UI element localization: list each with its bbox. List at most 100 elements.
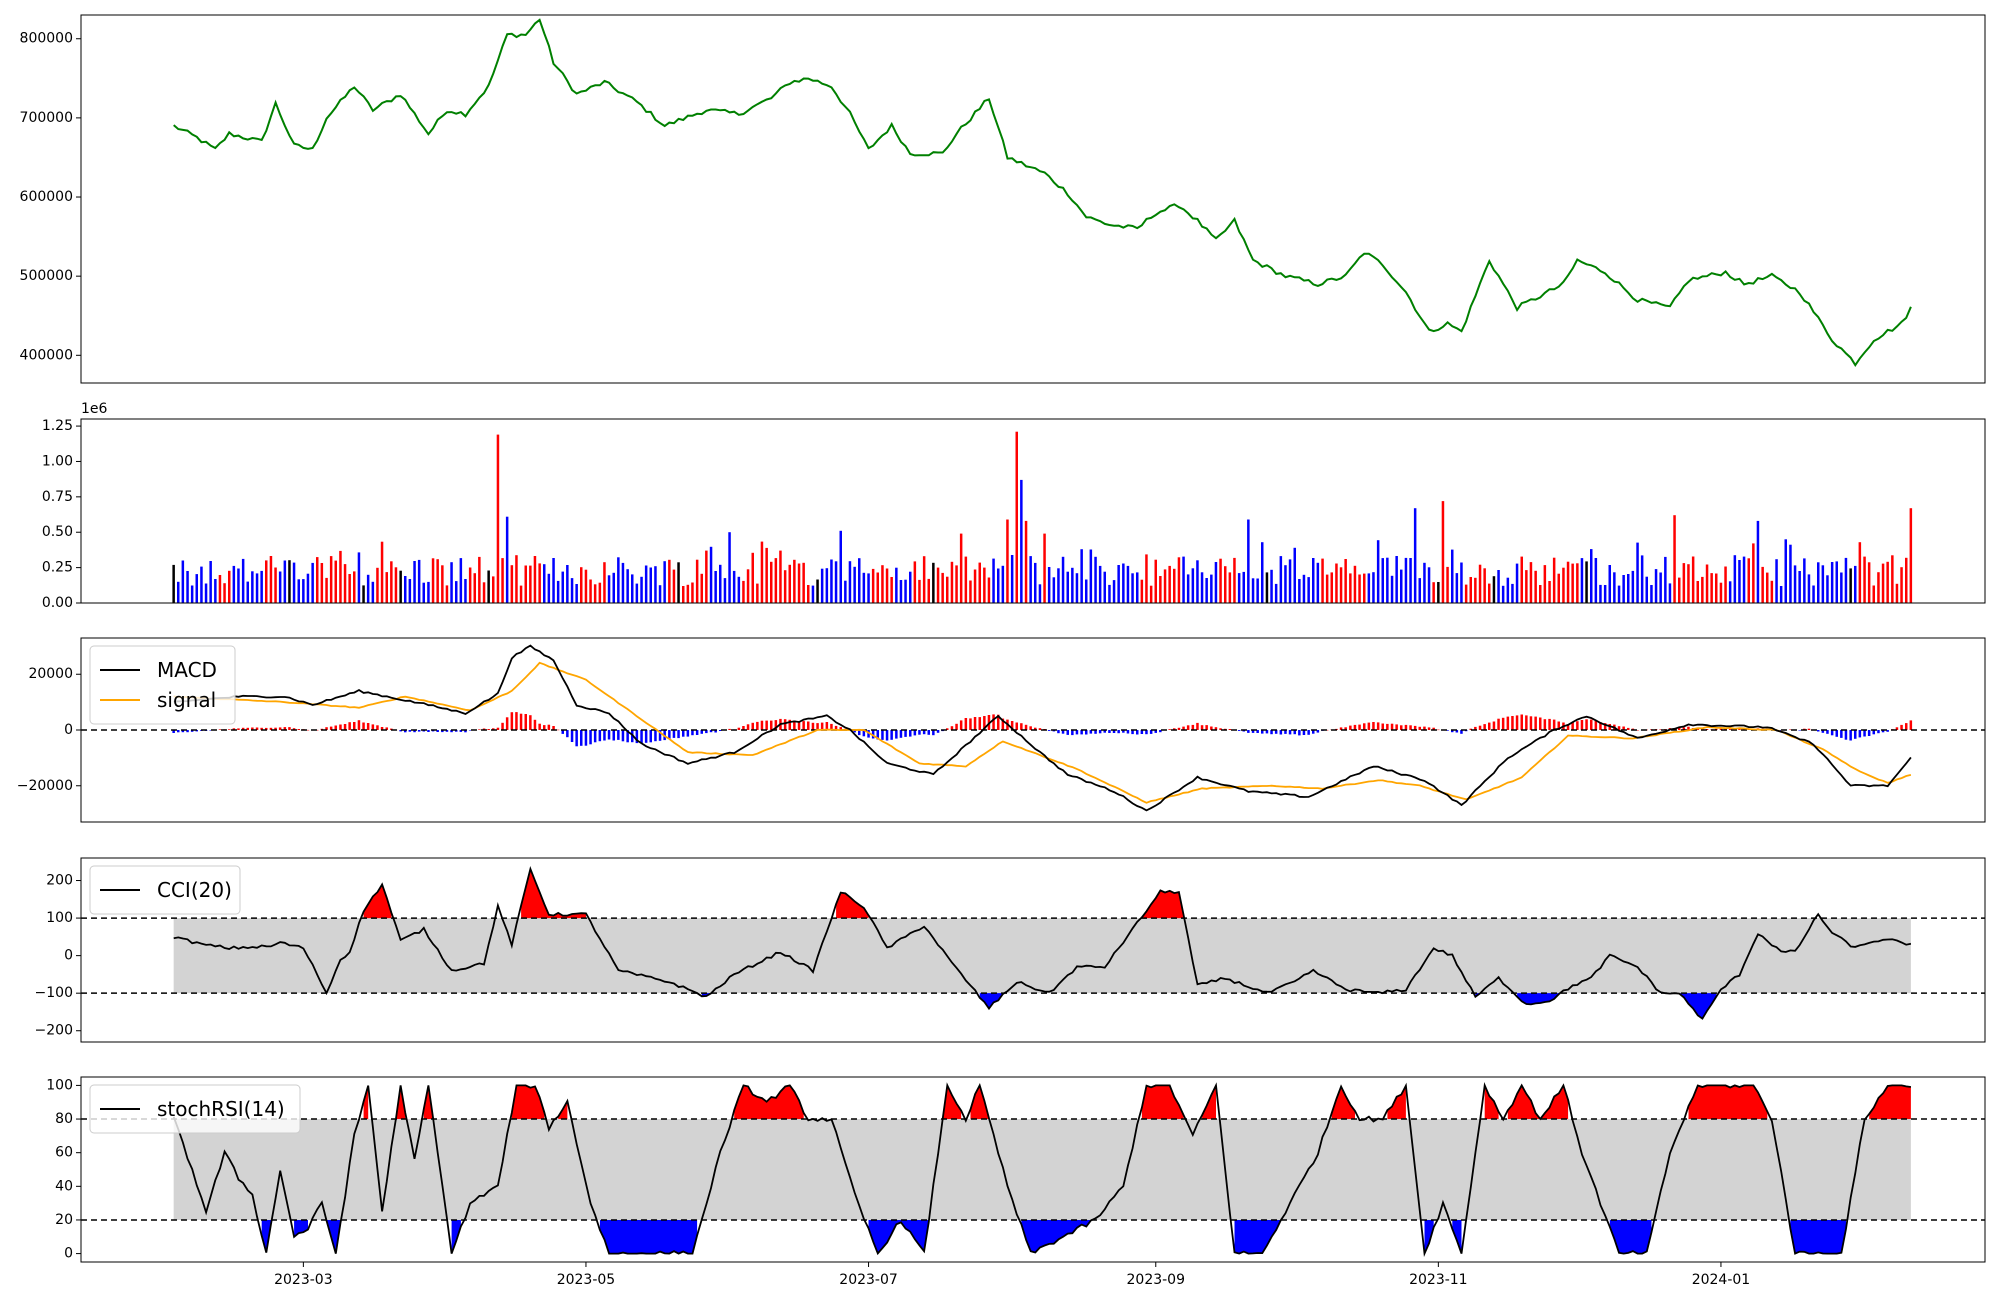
volume-bar (992, 558, 995, 603)
volume-bar (881, 565, 884, 603)
volume-bar (1390, 575, 1394, 603)
volume-bar (1191, 568, 1195, 603)
volume-bar (760, 541, 764, 603)
macd-hist-bar (1349, 725, 1352, 730)
macd-hist-bar (1173, 728, 1176, 730)
volume-bar (464, 579, 467, 603)
volume-bar (1316, 562, 1320, 603)
volume-bar (978, 562, 981, 603)
volume-bar (1529, 562, 1533, 603)
volume-bar (983, 567, 986, 603)
macd-hist-bar (1353, 724, 1357, 730)
volume-bar (1719, 582, 1723, 603)
stochrsi-overbought-fill (363, 1085, 369, 1120)
volume-bar (1339, 567, 1343, 603)
macd-hist-bar (524, 714, 527, 730)
macd-hist-bar (1122, 730, 1125, 733)
volume-bar (1464, 584, 1468, 603)
volume-bar (1580, 558, 1584, 603)
macd-hist-bar (1219, 728, 1222, 730)
y-tick-label: 0 (64, 722, 73, 738)
volume-bar (1284, 565, 1287, 603)
macd-hist-bar (737, 727, 741, 730)
volume-bar (339, 550, 342, 603)
volume-bar (214, 579, 217, 603)
macd-hist-bar (612, 730, 615, 741)
volume-bar (1363, 573, 1366, 603)
volume-bar (1381, 558, 1384, 603)
volume-bar (1057, 568, 1060, 603)
volume-bar (1205, 578, 1208, 603)
macd-hist-bar (1136, 730, 1139, 735)
x-tick-label: 2023-07 (839, 1272, 898, 1288)
volume-bar (348, 574, 351, 603)
macd-hist-bar (709, 730, 713, 733)
volume-bar (1687, 564, 1690, 603)
volume-bar (1770, 580, 1774, 603)
macd-hist-bar (464, 730, 467, 733)
macd-hist-bar (1112, 730, 1116, 733)
volume-bar (793, 559, 796, 603)
macd-hist-bar (983, 716, 986, 730)
volume-bar (413, 561, 416, 603)
macd-hist-bar (566, 730, 569, 738)
volume-bar (1061, 556, 1065, 603)
y-scale-label: 1e6 (81, 401, 108, 417)
volume-bar (329, 556, 333, 603)
macd-hist-bar (714, 730, 717, 733)
volume-bar (1849, 568, 1852, 603)
macd-hist-bar (682, 730, 685, 737)
macd-hist-bar (1427, 727, 1431, 730)
volume-bar (1094, 556, 1097, 603)
volume-bar (394, 567, 398, 603)
macd-hist-bar (617, 730, 620, 740)
volume-bar (1858, 542, 1862, 603)
macd-hist-bar (334, 725, 337, 730)
volume-bar (839, 530, 842, 603)
volume-bar (1261, 542, 1264, 603)
macd-hist-bar (978, 717, 981, 730)
macd-hist-bar (1580, 720, 1584, 730)
macd-hist-bar (556, 729, 560, 731)
macd-hist-bar (1877, 730, 1880, 734)
stochrsi-overbought-fill (511, 1085, 545, 1120)
volume-bar (1233, 557, 1236, 603)
volume-bar (510, 565, 514, 603)
y-tick-label: −100 (35, 985, 73, 1001)
volume-bar (853, 566, 856, 603)
volume-bar (1376, 540, 1380, 603)
volume-bar (1140, 579, 1144, 603)
volume-bar (746, 569, 750, 603)
volume-bar (1900, 567, 1903, 603)
macd-hist-bar (399, 730, 402, 732)
macd-hist-bar (1432, 727, 1435, 730)
stochrsi-overbought-fill (396, 1085, 406, 1120)
macd-hist-bar (691, 730, 694, 736)
volume-bar (1451, 549, 1454, 603)
stochrsi-oversold-fill (1790, 1219, 1846, 1254)
volume-bar (1501, 585, 1505, 603)
volume-bar (802, 562, 805, 603)
macd-hist-bar (932, 730, 935, 736)
legend-box (89, 865, 241, 915)
cci-panel: −200 −100 0 100 200 CCI(20) (35, 857, 1986, 1043)
volume-bar (1636, 542, 1639, 603)
macd-hist-bar (1557, 721, 1560, 730)
macd-hist-bar (1098, 730, 1102, 734)
volume-bar (218, 575, 222, 603)
volume-bar (1715, 573, 1718, 603)
macd-hist-bar (751, 722, 754, 730)
volume-bar (1654, 569, 1658, 603)
macd-hist-bar (927, 730, 930, 735)
macd-hist-bar (719, 730, 722, 731)
volume-bar (1131, 573, 1134, 603)
volume-bar (450, 562, 453, 603)
volume-bar (1844, 557, 1848, 603)
macd-hist-bar (881, 730, 884, 740)
macd-hist-bar (1020, 723, 1023, 730)
volume-bar (575, 584, 578, 603)
macd-hist-bar (802, 721, 805, 730)
macd-hist-bar (325, 727, 328, 730)
macd-hist-bar (1034, 727, 1037, 730)
